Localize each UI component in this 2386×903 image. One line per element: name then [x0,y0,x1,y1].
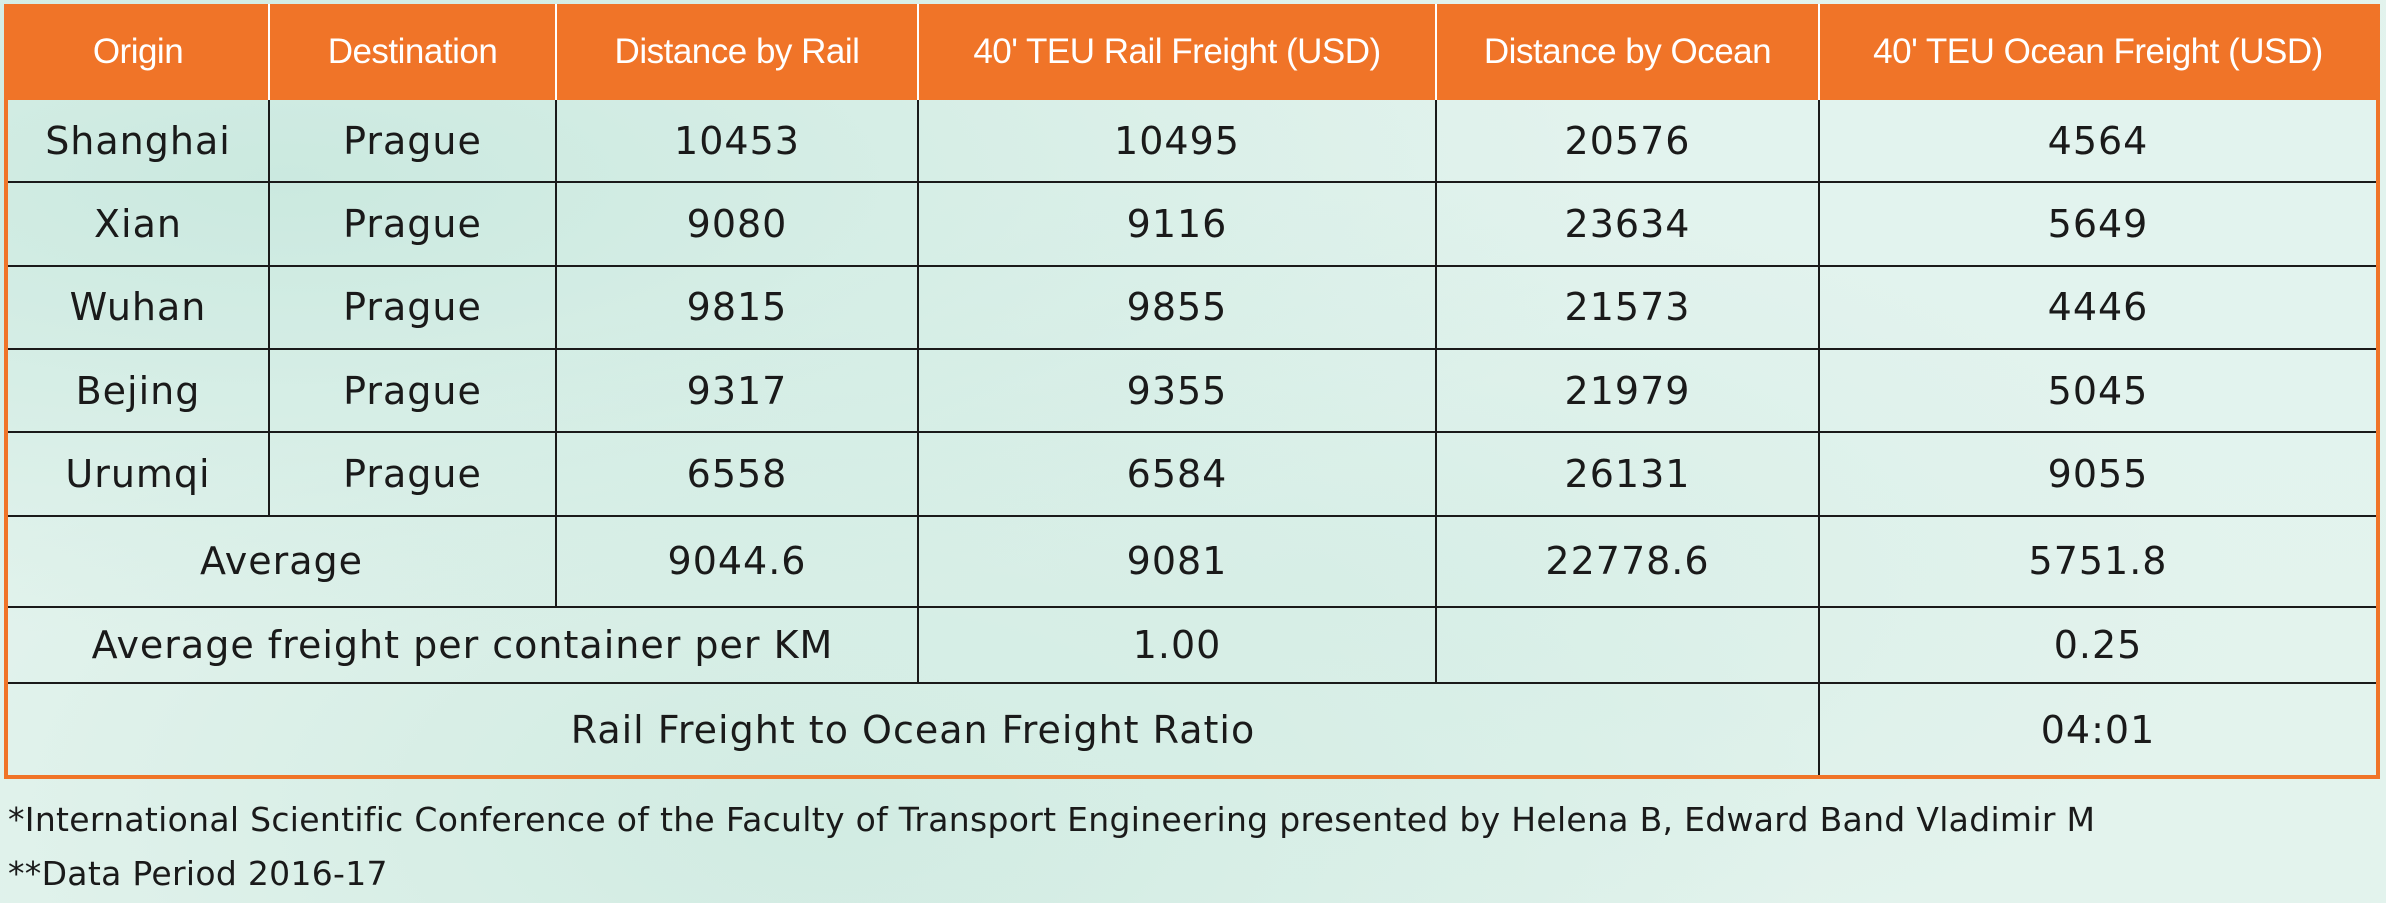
cell-distance-by-ocean: 26131 [1435,431,1820,517]
table-row: Bejing Prague 9317 9355 21979 5045 [8,348,2376,434]
cell-origin: Shanghai [8,100,270,184]
cell-distance-by-ocean: 20576 [1435,100,1820,184]
header-rail-freight: 40' TEU Rail Freight (USD) [918,4,1437,100]
ratio-value: 04:01 [1818,682,2376,775]
ratio-label: Rail Freight to Ocean Freight Ratio [8,682,1820,775]
cell-origin: Wuhan [8,264,270,351]
cell-origin: Xian [8,181,270,267]
cell-rail-freight: 9116 [917,181,1437,267]
cell-distance-by-rail: 9815 [555,264,919,351]
cell-ocean-freight: 5649 [1818,181,2376,267]
cell-rail-freight: 9355 [917,348,1437,434]
per-km-rail: 1.00 [917,606,1437,685]
cell-rail-freight: 9855 [917,264,1437,351]
per-km-label: Average freight per container per KM [8,606,919,685]
cell-distance-by-ocean: 21979 [1435,348,1820,434]
header-destination: Destination [269,4,557,100]
average-row: Average 9044.6 9081 22778.6 5751.8 [8,514,2376,609]
cell-rail-freight: 10495 [917,100,1437,184]
table-row: Wuhan Prague 9815 9855 21573 4446 [8,264,2376,351]
table-row: Shanghai Prague 10453 10495 20576 4564 [8,100,2376,184]
ratio-row: Rail Freight to Ocean Freight Ratio 04:0… [8,682,2376,775]
cell-distance-by-rail: 9080 [555,181,919,267]
cell-distance-by-rail: 10453 [555,100,919,184]
cell-ocean-freight: 4446 [1818,264,2376,351]
cell-origin: Bejing [8,348,270,434]
cell-distance-by-rail: 9317 [555,348,919,434]
freight-comparison-table: Origin Destination Distance by Rail 40' … [8,4,2376,775]
header-ocean-freight: 40' TEU Ocean Freight (USD) [1819,4,2376,100]
cell-ocean-freight: 5045 [1818,348,2376,434]
cell-distance-by-rail: 6558 [555,431,919,517]
footnote-data-period: **Data Period 2016-17 [8,854,388,893]
cell-distance-by-ocean: 23634 [1435,181,1820,267]
average-label: Average [8,514,557,609]
cell-destination: Prague [268,264,557,351]
header-origin: Origin [8,4,270,100]
table-row: Urumqi Prague 6558 6584 26131 9055 [8,431,2376,517]
cell-ocean-freight: 9055 [1818,431,2376,517]
cell-origin: Urumqi [8,431,270,517]
average-distance-by-ocean: 22778.6 [1435,514,1820,609]
footnotes: *International Scientific Conference of … [8,793,2095,901]
table-header-row: Origin Destination Distance by Rail 40' … [8,4,2376,100]
cell-destination: Prague [268,431,557,517]
cell-destination: Prague [268,348,557,434]
header-distance-by-ocean: Distance by Ocean [1436,4,1820,100]
per-km-empty-cell [1435,606,1820,685]
cell-destination: Prague [268,100,557,184]
cell-distance-by-ocean: 21573 [1435,264,1820,351]
average-rail-freight: 9081 [917,514,1437,609]
cell-destination: Prague [268,181,557,267]
average-distance-by-rail: 9044.6 [555,514,919,609]
table-row: Xian Prague 9080 9116 23634 5649 [8,181,2376,267]
freight-comparison-table-frame: Origin Destination Distance by Rail 40' … [4,4,2380,779]
footnote-source: *International Scientific Conference of … [8,800,2096,839]
per-km-ocean: 0.25 [1818,606,2376,685]
header-distance-by-rail: Distance by Rail [556,4,919,100]
per-km-row: Average freight per container per KM 1.0… [8,606,2376,685]
cell-ocean-freight: 4564 [1818,100,2376,184]
cell-rail-freight: 6584 [917,431,1437,517]
average-ocean-freight: 5751.8 [1818,514,2376,609]
